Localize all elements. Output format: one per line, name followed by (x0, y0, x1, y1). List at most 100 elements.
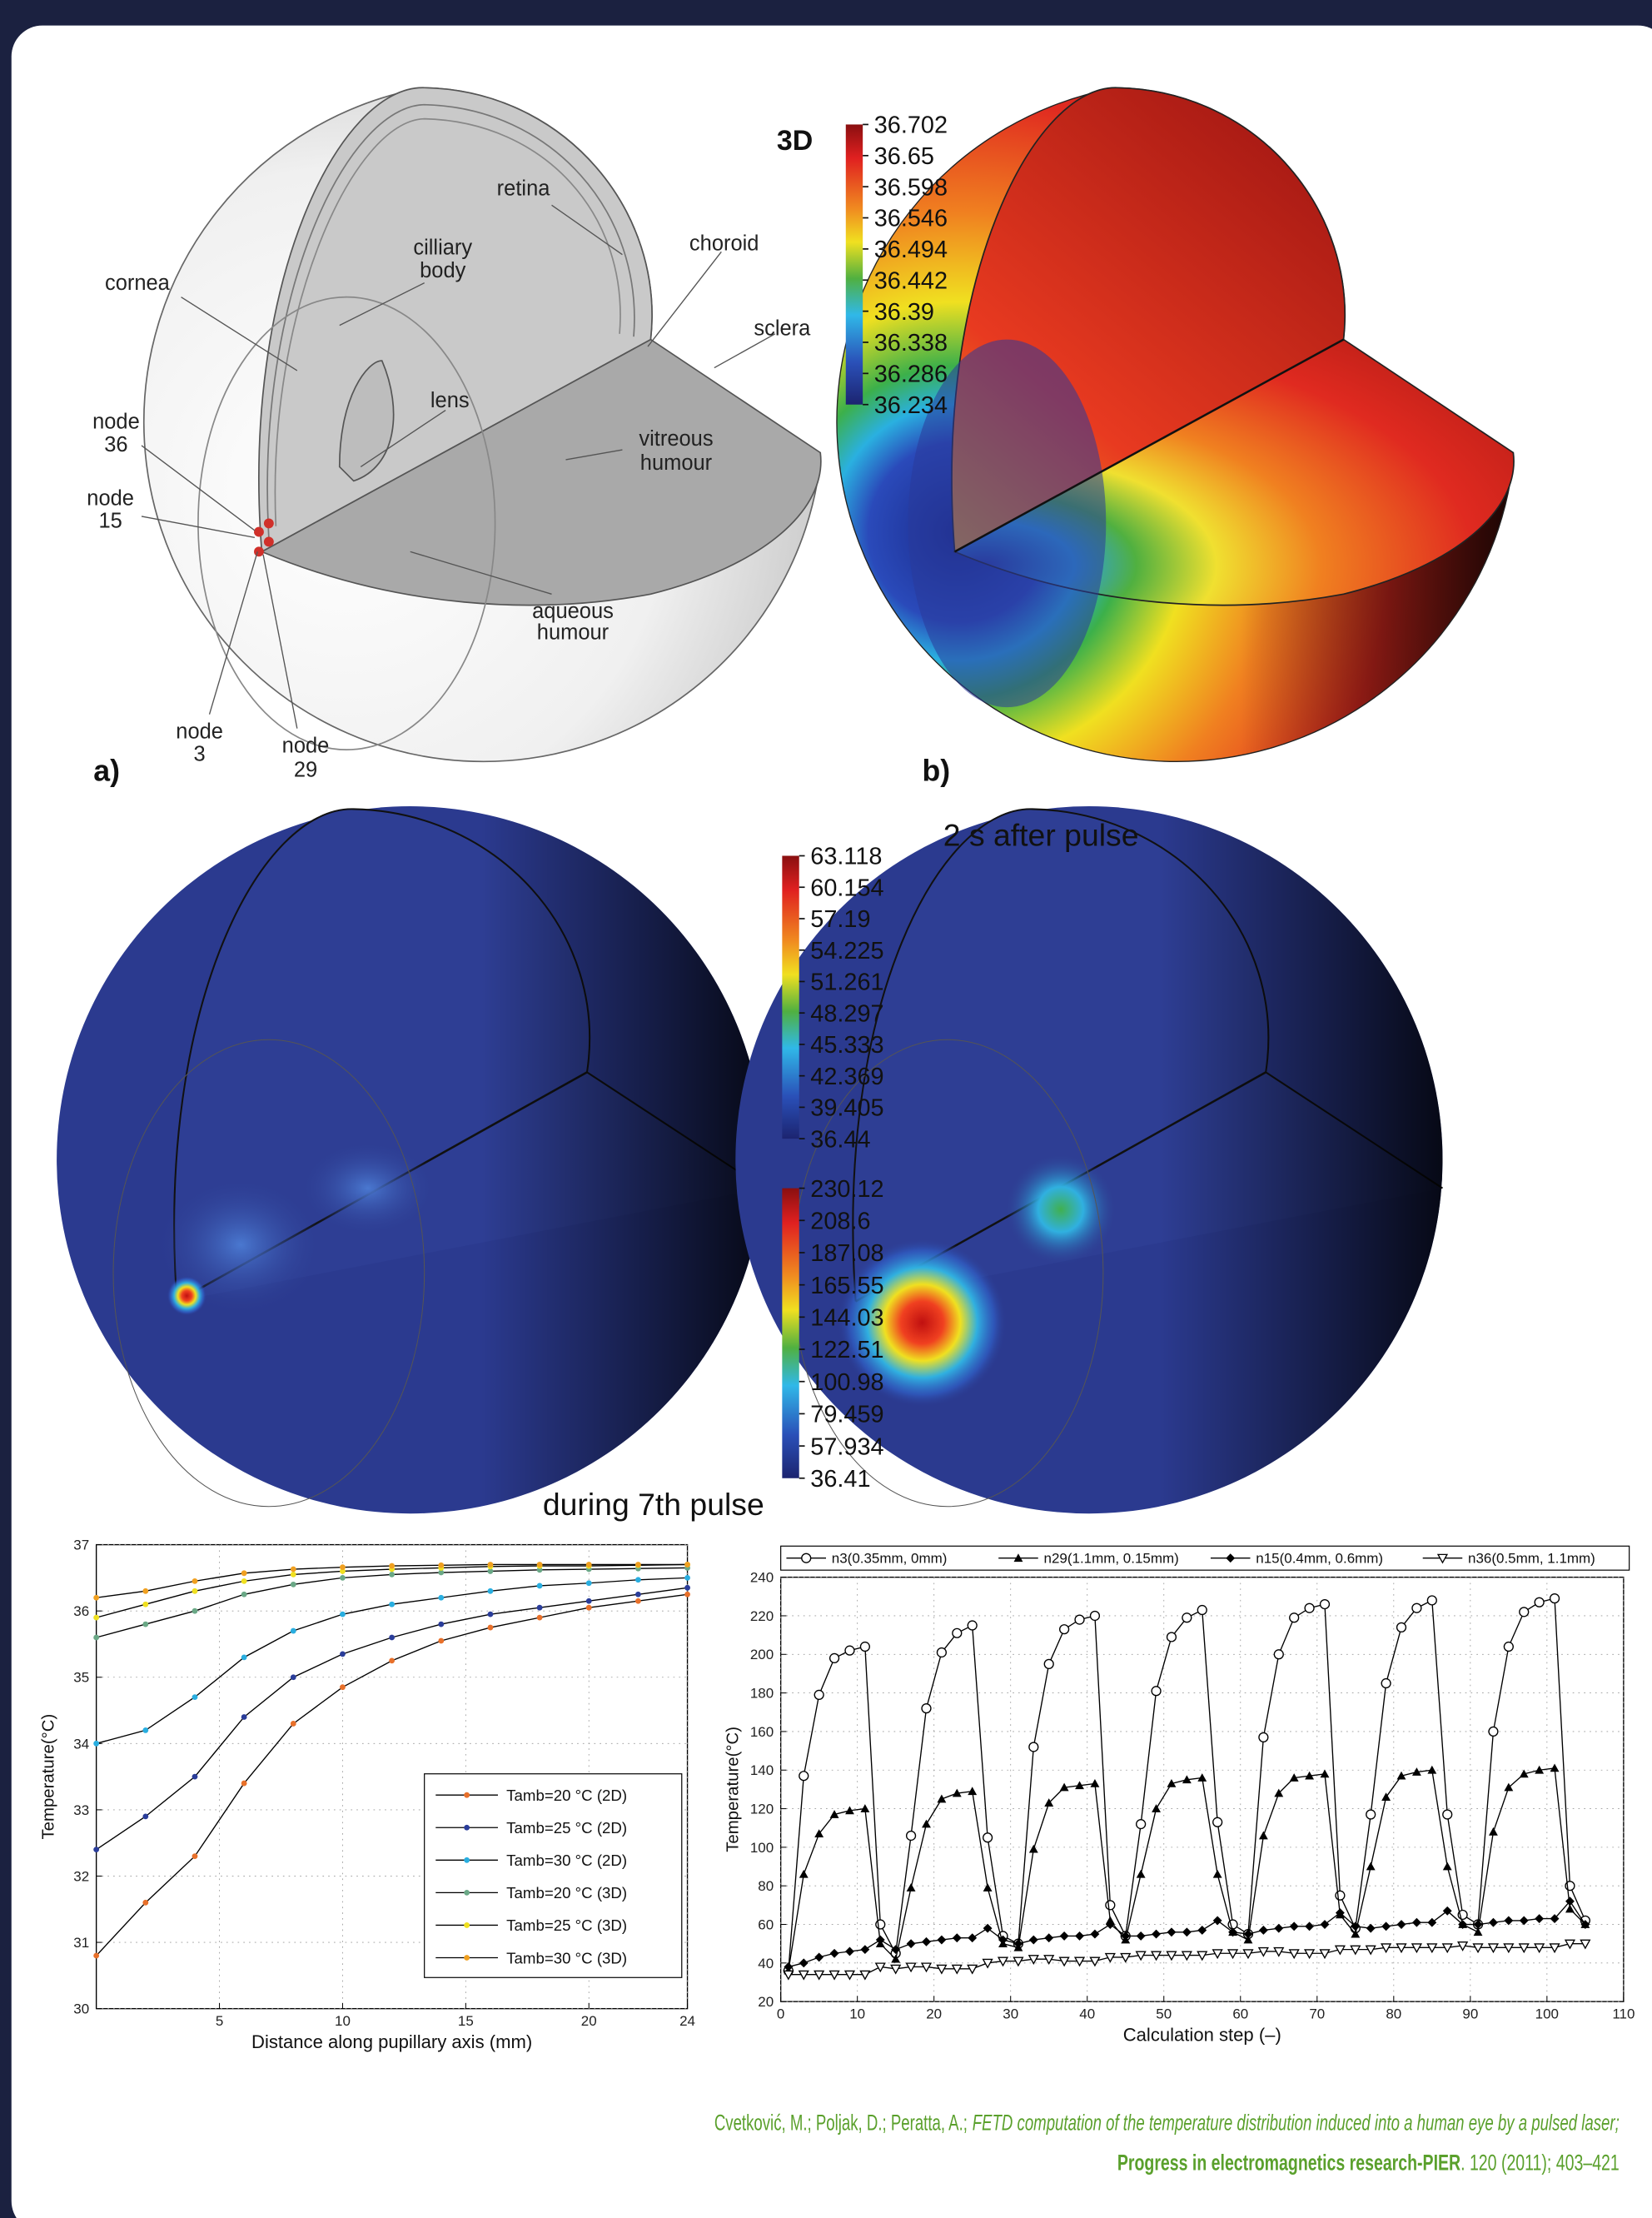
marker (1305, 1771, 1315, 1780)
x-axis-label: Calculation step (–) (1123, 2025, 1281, 2046)
marker (1212, 1916, 1222, 1926)
citation-title: FETD computation of the temperature dist… (973, 2110, 1620, 2136)
colorbar-label: 165.55 (810, 1273, 883, 1299)
marker (1182, 1775, 1192, 1784)
marker (1274, 1788, 1284, 1797)
label-body: body (420, 259, 465, 282)
marker (1381, 1943, 1392, 1954)
marker (241, 1654, 247, 1661)
marker (1487, 1943, 1500, 1954)
marker (142, 1899, 149, 1906)
marker (859, 1970, 871, 1981)
marker (814, 1689, 824, 1701)
colorbar-label: 36.338 (874, 330, 948, 356)
marker (1181, 1951, 1192, 1961)
colorbar (782, 855, 799, 1139)
colorbar-label: 36.442 (874, 267, 948, 294)
marker (1058, 1956, 1070, 1967)
marker (952, 1788, 962, 1797)
legend-label: Tamb=30 °C (3D) (506, 1949, 627, 1966)
y-tick-label: 120 (750, 1802, 774, 1817)
marker (1166, 1951, 1177, 1961)
marker (1090, 1929, 1100, 1939)
marker (1258, 1926, 1268, 1935)
marker (875, 1935, 885, 1945)
marker (814, 1952, 824, 1962)
x-tick-label: 50 (1156, 2006, 1172, 2022)
marker (487, 1568, 494, 1574)
marker (968, 1787, 978, 1796)
x-tick-label: 80 (1386, 2006, 1401, 2022)
marker (1243, 1935, 1253, 1944)
marker (1028, 1844, 1038, 1853)
colorbar-label: 36.44 (810, 1126, 870, 1153)
marker (905, 1830, 917, 1842)
marker (684, 1591, 690, 1597)
x-axis-label: Distance along pupillary axis (mm) (251, 2031, 532, 2052)
colorbar-label: 144.03 (810, 1305, 883, 1332)
label-node-number: 15 (98, 509, 122, 532)
panel-title: 2 s after pulse (943, 818, 1139, 853)
legend-label: Tamb=30 °C (2D) (506, 1852, 627, 1869)
marker (464, 1889, 470, 1896)
label-node-number: 29 (294, 758, 317, 781)
marker (1335, 1908, 1345, 1918)
marker (1059, 1624, 1070, 1635)
marker (1013, 1553, 1023, 1563)
marker (536, 1614, 543, 1621)
marker (1044, 1933, 1054, 1943)
label-aqueous: aqueous (532, 600, 614, 623)
marker (487, 1587, 494, 1594)
eye-model-a (142, 87, 822, 763)
marker (997, 1956, 1009, 1967)
marker (1550, 1763, 1560, 1772)
marker (438, 1637, 445, 1644)
marker (829, 1948, 839, 1958)
marker (1182, 1612, 1192, 1623)
colorbar-label: 39.405 (810, 1095, 883, 1122)
marker (1059, 1782, 1069, 1792)
marker (585, 1562, 592, 1568)
marker (921, 1703, 932, 1714)
marker (936, 1647, 948, 1658)
marker (1167, 1779, 1177, 1787)
marker (1044, 1798, 1054, 1807)
marker (1319, 1949, 1331, 1960)
legend-label: Tamb=20 °C (2D) (506, 1787, 627, 1804)
colorbar-label: 36.598 (874, 174, 948, 201)
marker (1580, 1939, 1591, 1950)
marker (891, 1954, 901, 1963)
marker (1013, 1956, 1024, 1967)
marker (635, 1562, 641, 1568)
marker (1258, 1732, 1269, 1742)
marker (828, 1652, 840, 1664)
marker (1411, 1943, 1423, 1954)
marker (340, 1651, 346, 1657)
marker (1242, 1949, 1254, 1960)
marker (828, 1970, 840, 1981)
marker (1028, 1955, 1039, 1966)
marker (192, 1607, 198, 1614)
marker (920, 1962, 933, 1973)
marker (241, 1570, 247, 1577)
legend-label: Tamb=25 °C (3D) (506, 1916, 627, 1934)
marker (1549, 1943, 1560, 1954)
citation-line: Cvetković, M.; Poljak, D.; Peratta, A.;F… (714, 2110, 1620, 2136)
x-tick-label: 24 (679, 2013, 695, 2029)
marker (487, 1624, 494, 1631)
marker (1580, 1920, 1590, 1929)
marker (967, 1964, 978, 1975)
marker (1136, 1818, 1147, 1830)
marker (340, 1611, 346, 1617)
label-humour: humour (640, 451, 713, 475)
marker (1120, 1952, 1132, 1963)
marker (389, 1657, 396, 1664)
legend-label: Tamb=25 °C (2D) (506, 1819, 627, 1837)
marker (1151, 1686, 1162, 1697)
colorbar-label: 36.65 (874, 143, 934, 170)
colorbar-label: 36.41 (810, 1466, 870, 1493)
marker (1457, 1941, 1469, 1951)
marker (1564, 1939, 1576, 1950)
colorbar-label: 54.225 (810, 938, 883, 964)
marker (799, 1771, 809, 1782)
